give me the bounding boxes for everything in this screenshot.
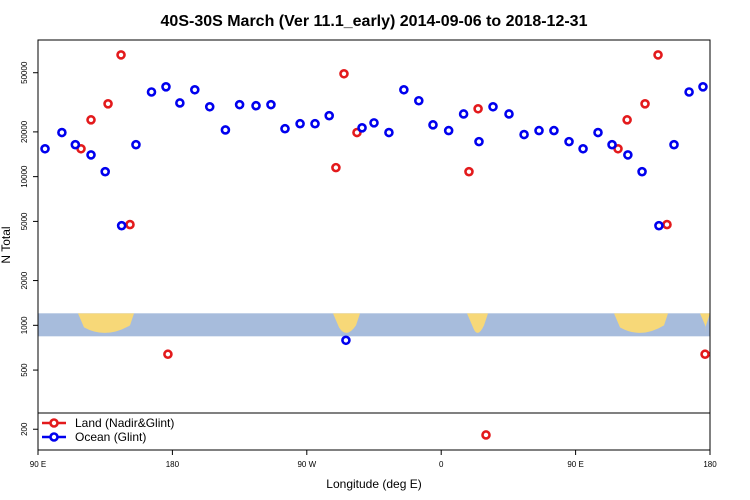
point	[443, 125, 454, 136]
point	[331, 162, 341, 173]
land-shape	[700, 313, 710, 333]
point	[369, 118, 379, 128]
point	[116, 50, 126, 60]
point	[357, 123, 367, 133]
point	[103, 98, 113, 109]
point	[519, 129, 529, 140]
point	[125, 219, 135, 230]
x-tick-label: 0	[439, 460, 444, 469]
x-tick-label: 90 E	[567, 460, 583, 469]
point	[131, 139, 141, 150]
point	[341, 335, 351, 346]
point	[116, 220, 127, 231]
point	[190, 84, 200, 95]
point	[57, 127, 67, 138]
point	[40, 143, 50, 154]
point	[204, 101, 215, 112]
point	[175, 98, 185, 108]
point	[473, 103, 483, 114]
point	[534, 125, 544, 136]
point	[86, 150, 96, 160]
point	[684, 87, 694, 97]
y-tick-label: 200	[20, 422, 29, 436]
point	[428, 120, 438, 130]
point	[464, 166, 474, 177]
point	[251, 100, 261, 111]
point	[280, 123, 290, 134]
y-tick-label: 20000	[20, 120, 29, 143]
point	[163, 349, 173, 360]
point	[698, 82, 708, 92]
land-strip	[38, 313, 710, 337]
land-shape	[78, 313, 134, 333]
point	[70, 139, 81, 150]
point	[549, 125, 559, 136]
land-shape	[467, 313, 488, 333]
chart-title: 40S-30S March (Ver 11.1_early) 2014-09-0…	[161, 13, 588, 30]
point	[700, 349, 710, 360]
land-shape	[333, 313, 360, 333]
legend-label: Land (Nadir&Glint)	[75, 416, 174, 430]
point	[623, 150, 633, 160]
point	[653, 50, 663, 60]
point	[100, 166, 110, 177]
point	[310, 118, 320, 129]
point	[399, 84, 409, 95]
point	[458, 109, 469, 119]
x-tick-label: 180	[703, 460, 717, 469]
y-tick-label: 10000	[20, 165, 29, 188]
point	[669, 139, 679, 150]
point	[384, 127, 394, 138]
x-tick-label: 180	[166, 460, 180, 469]
point	[352, 127, 362, 138]
point	[481, 430, 491, 440]
point	[622, 115, 632, 125]
y-tick-label: 2000	[20, 271, 29, 289]
point	[413, 95, 424, 106]
legend-marker	[49, 418, 59, 428]
point	[146, 87, 157, 97]
x-tick-label: 90 E	[30, 460, 46, 469]
point	[339, 68, 349, 79]
point	[474, 136, 484, 147]
point	[234, 99, 245, 110]
y-axis-label: N Total	[0, 226, 13, 263]
point	[578, 143, 588, 154]
point	[324, 110, 335, 121]
point	[662, 219, 672, 230]
point	[161, 82, 171, 92]
legend-label: Ocean (Glint)	[75, 430, 146, 444]
point	[593, 127, 603, 138]
land-shape	[614, 313, 668, 333]
point	[295, 118, 305, 129]
x-tick-label: 90 W	[297, 460, 316, 469]
plot-frame	[37, 39, 711, 451]
point	[504, 109, 514, 119]
point	[637, 166, 647, 177]
y-tick-label: 5000	[20, 212, 29, 230]
point	[220, 125, 231, 135]
legend-marker	[49, 432, 59, 442]
point	[640, 98, 650, 109]
point	[488, 101, 498, 112]
x-axis-label: Longitude (deg E)	[326, 477, 421, 491]
point	[564, 136, 574, 147]
y-tick-label: 500	[20, 363, 29, 377]
y-tick-label: 1000	[20, 316, 29, 334]
point	[607, 139, 617, 150]
point	[86, 115, 96, 125]
point	[266, 99, 276, 110]
y-tick-label: 50000	[20, 61, 29, 84]
point	[654, 220, 664, 231]
